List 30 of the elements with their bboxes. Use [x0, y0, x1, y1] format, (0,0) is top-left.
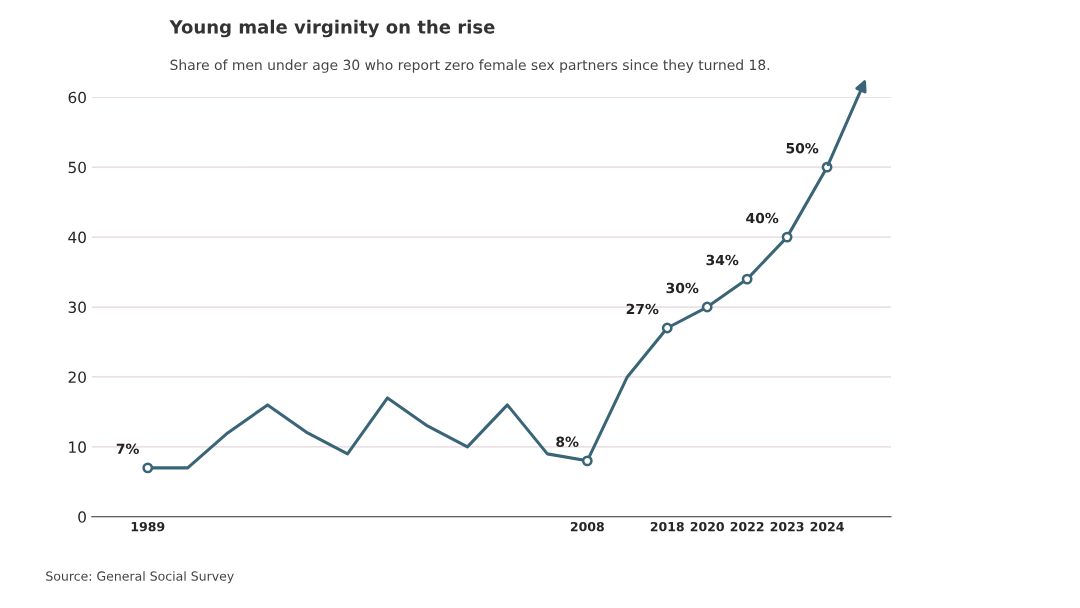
point: [581, 455, 593, 467]
x-tick-label: 2020: [690, 521, 724, 532]
point: [741, 273, 753, 285]
data-label: 8%: [556, 436, 579, 448]
x-tick-label: 2022: [730, 521, 764, 532]
source-note: Source: General Social Survey: [46, 571, 234, 584]
point: [661, 322, 673, 334]
data-label: 30%: [666, 282, 699, 294]
point: [701, 301, 713, 313]
point: [142, 462, 154, 474]
data-label: 40%: [746, 212, 779, 224]
x-tick-label: 2008: [570, 521, 604, 532]
y-tick-label: 60: [68, 91, 86, 104]
data-label: 27%: [626, 303, 659, 315]
y-tick-label: 40: [68, 231, 86, 244]
chart-subtitle: Share of men under age 30 who report zero female sex partners since they turned 18.: [170, 59, 770, 73]
data-label: 50%: [786, 142, 819, 154]
y-tick-label: 10: [69, 441, 86, 453]
data-label: 34%: [706, 254, 739, 266]
data-label: 7%: [116, 443, 139, 455]
chart-title: Young male virginity on the rise: [169, 19, 495, 38]
y-tick-label: 30: [68, 301, 86, 314]
y-tick-label: 50: [68, 161, 86, 174]
x-tick-label: 2023: [770, 521, 804, 532]
x-tick-label: 1989: [131, 521, 165, 532]
x-tick-label: 2018: [650, 521, 684, 532]
point: [781, 231, 793, 243]
y-tick-label: 0: [78, 511, 86, 523]
x-tick-label: 2024: [810, 521, 844, 532]
y-tick-label: 20: [68, 371, 86, 383]
